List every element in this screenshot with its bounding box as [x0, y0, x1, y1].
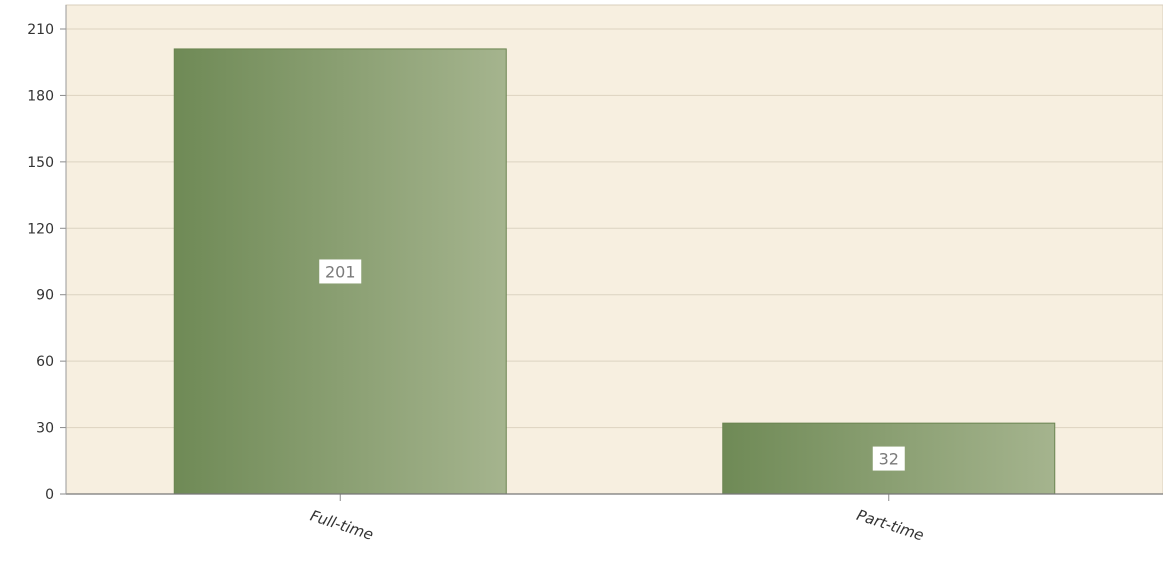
x-category-label: Full-time: [308, 507, 376, 544]
y-tick-label: 120: [27, 221, 54, 237]
data-label-box: [872, 446, 905, 471]
axes: [65, 5, 1163, 501]
data-labels: 201 32: [319, 259, 905, 471]
data-label: 201: [325, 262, 356, 281]
y-tick-label: 150: [27, 155, 54, 171]
y-axis-ticks: 0 30 60 90 120 150 180 210: [27, 22, 66, 503]
x-axis-labels: Full-time Part-time: [308, 506, 926, 545]
y-tick-label: 210: [27, 22, 54, 38]
y-tick-label: 0: [45, 487, 54, 503]
data-label-box: [319, 259, 362, 284]
y-tick-label: 90: [36, 288, 54, 304]
data-label: 32: [879, 450, 899, 469]
y-tick-label: 180: [27, 88, 54, 104]
y-tick-label: 60: [36, 354, 54, 370]
y-tick-label: 30: [36, 421, 54, 437]
x-category-label: Part-time: [854, 506, 926, 545]
